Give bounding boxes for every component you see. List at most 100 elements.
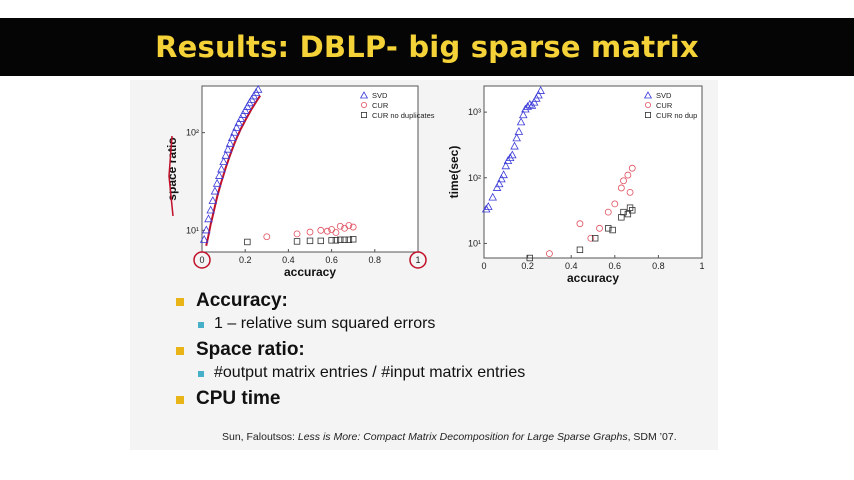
svd-point — [202, 225, 211, 234]
svd-point — [217, 164, 226, 173]
bullet-cpu-time-label: CPU time — [196, 388, 281, 409]
cur-nodup-point — [629, 207, 636, 214]
citation-title: Less is More: Compact Matrix Decompositi… — [297, 431, 628, 443]
cur-nodup-point — [293, 238, 301, 245]
x-tick-label: 0.2 — [521, 261, 534, 271]
slide-title: Results: DBLP- big sparse matrix — [155, 30, 699, 64]
bullet-accuracy-sub: 1 – relative sum squared errors — [214, 315, 436, 332]
bullet-list: Accuracy: 1 – relative sum squared error… — [176, 290, 716, 412]
svd-point — [499, 170, 508, 179]
svd-point — [208, 196, 218, 204]
legend-cur-nodup-marker — [644, 111, 651, 118]
cur-nodup-point — [591, 235, 599, 242]
cur-nodup-point — [345, 236, 353, 243]
svd-point — [227, 133, 237, 142]
legend-cur-marker — [360, 101, 367, 108]
bullet-marker — [176, 347, 184, 355]
y-tick-label: 10³ — [468, 107, 481, 117]
cur-nodup-point — [526, 254, 533, 262]
bullet-accuracy: Accuracy: — [176, 290, 716, 314]
bullet-marker — [176, 396, 184, 404]
svd-point — [221, 150, 231, 159]
cur-point — [293, 230, 301, 238]
cur-point — [604, 208, 612, 216]
legend-label: CUR no dup — [656, 111, 697, 120]
svd-point — [514, 127, 524, 135]
svd-point — [199, 234, 209, 243]
legend-label: SVD — [656, 91, 672, 100]
cur-point — [349, 223, 357, 231]
cur-point — [323, 227, 331, 235]
cur-nodup-point — [317, 237, 324, 245]
cur-nodup-point — [618, 214, 625, 221]
plot-area — [483, 85, 703, 259]
legend-label: SVD — [372, 91, 388, 100]
svd-point — [536, 86, 545, 94]
svd-point — [219, 157, 228, 166]
svd-point — [223, 144, 233, 153]
time-chart: 0 0.2 0.4 0.6 0.8 1 10¹ 10² 10³ accuracy time(sec)… — [448, 85, 705, 285]
x-axis-label: accuracy — [567, 271, 619, 285]
y-tick-label: 10² — [468, 173, 481, 183]
citation: Sun, Faloutsos: Less is More: Compact Ma… — [222, 431, 677, 443]
y-axis-label: space ratio — [165, 137, 179, 200]
svd-point — [204, 214, 213, 223]
cur-point — [624, 171, 632, 179]
bullet-accuracy-label: Accuracy: — [196, 290, 288, 311]
x-tick-label: 0 — [199, 255, 204, 265]
cur-nodup-point — [609, 226, 616, 234]
svd-point — [243, 102, 252, 110]
svd-point — [488, 192, 497, 201]
bullet-space-ratio-sub: #output matrix entries / #input matrix e… — [214, 364, 526, 381]
bullet-space-ratio: Space ratio: — [176, 339, 716, 363]
x-tick-label: 0.2 — [239, 255, 252, 265]
cur-nodup-point — [341, 236, 348, 243]
legend-label: CUR — [656, 101, 673, 110]
cur-nodup-point — [624, 210, 632, 218]
svd-point — [230, 127, 239, 136]
legend-svd-marker — [643, 91, 653, 99]
svd-point — [253, 84, 263, 93]
svd-point — [510, 141, 519, 150]
legend-svd-marker — [359, 91, 369, 99]
cur-nodup-point — [244, 238, 251, 246]
cur-point — [626, 188, 634, 196]
cur-nodup-point — [349, 236, 357, 243]
x-tick-label: 0.8 — [369, 255, 382, 265]
cur-point — [587, 234, 595, 242]
svd-point — [240, 106, 250, 114]
sub-bullet-marker — [198, 322, 204, 328]
cur-point — [336, 222, 344, 230]
y-tick-label: 10¹ — [468, 238, 481, 248]
y-tick-label: 10² — [186, 128, 199, 138]
cur-point — [576, 220, 584, 228]
bullet-cpu-time: CPU time — [176, 388, 716, 412]
svd-point — [484, 202, 493, 210]
cur-point — [306, 228, 314, 236]
svd-point — [234, 118, 243, 127]
y-axis-label: time(sec) — [448, 146, 461, 199]
svd-point — [516, 117, 526, 126]
annotation-bracket — [168, 135, 174, 217]
cur-nodup-point — [328, 237, 335, 244]
cur-point — [317, 226, 325, 234]
cur-point — [617, 184, 625, 192]
sub-bullet-marker — [198, 371, 204, 377]
bullet-space-ratio-label: Space ratio: — [196, 339, 305, 360]
y-tick-label: 10¹ — [186, 225, 199, 235]
x-tick-label: 0.4 — [282, 255, 295, 265]
svd-point — [212, 178, 222, 187]
annotation-circle-zero — [193, 251, 211, 269]
cur-nodup-point — [605, 225, 612, 232]
bullet-space-ratio-detail: #output matrix entries / #input matrix e… — [176, 363, 716, 388]
x-tick-label: 0.6 — [325, 255, 338, 265]
svd-point — [492, 183, 502, 191]
annotation-circle-one — [409, 251, 427, 269]
svd-point — [508, 150, 517, 159]
x-tick-label: 0.8 — [652, 261, 665, 271]
cur-nodup-point — [306, 237, 314, 245]
cur-nodup-point — [620, 208, 627, 216]
svd-point — [521, 104, 530, 113]
legend-cur-marker — [644, 101, 651, 108]
cur-nodup-point — [576, 246, 584, 253]
